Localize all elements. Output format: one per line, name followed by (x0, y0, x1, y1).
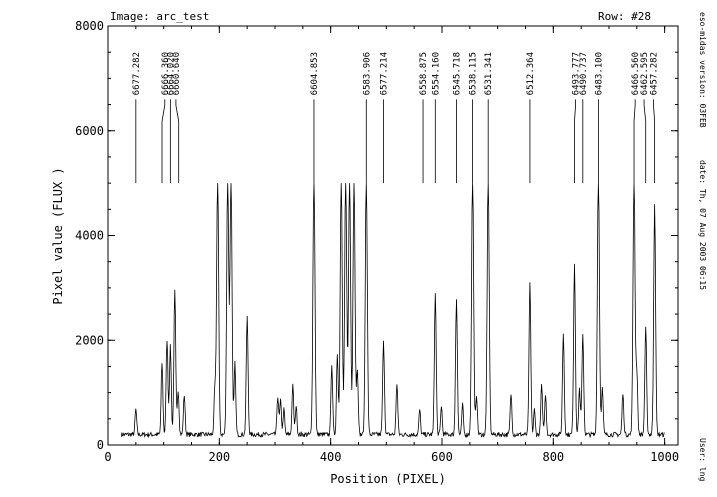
line-id-marker (653, 99, 656, 184)
line-id-label: 6466.560 (631, 52, 641, 95)
user-label: User: lng (698, 438, 707, 482)
line-id-label: 6493.777 (572, 52, 582, 95)
line-id-label: 6664.020 (166, 52, 176, 95)
spectrum-trace (121, 183, 665, 439)
spectrum-line (121, 183, 665, 439)
line-id-marker (175, 99, 180, 184)
line-id-label: 6660.640 (172, 52, 182, 95)
x-tick-label: 1000 (650, 450, 679, 464)
line-id-label: 6558.875 (419, 52, 429, 95)
line-id-label: 6462.595 (640, 52, 650, 95)
line-id-label: 6545.718 (452, 52, 462, 95)
plot-frame (107, 25, 679, 446)
x-tick-label: 0 (104, 450, 111, 464)
line-id-marker (643, 99, 647, 184)
line-id-label: 6538.115 (469, 52, 479, 95)
row-header: Row: #28 (598, 10, 651, 23)
line-id-marker (633, 99, 636, 184)
x-tick-label: 800 (542, 450, 564, 464)
line-id-label: 6677.282 (132, 52, 142, 95)
x-tick-label: 200 (208, 450, 230, 464)
y-tick-label: 6000 (75, 124, 104, 138)
line-id-label: 6666.360 (161, 52, 171, 95)
line-id-label: 6512.364 (526, 52, 536, 95)
line-id-label: 6457.282 (650, 52, 660, 95)
line-id-marker (161, 99, 166, 184)
axes: 0 200 400 600 800 1000 0 2000 4000 6000 8000 (75, 19, 679, 464)
y-axis-label: Pixel value (FLUX ) (51, 167, 65, 304)
y-tick-label: 0 (97, 438, 104, 452)
date-label: date: Th, 07 Aug 2003 06:15 (698, 160, 707, 290)
line-id-label: 6577.214 (380, 52, 390, 95)
y-tick-label: 8000 (75, 19, 104, 33)
x-tick-label: 400 (320, 450, 342, 464)
x-tick-label: 600 (431, 450, 453, 464)
x-axis-label: Position (PIXEL) (330, 472, 446, 486)
line-id-label: 6604.853 (310, 52, 320, 95)
line-id-label: 6490.737 (579, 52, 589, 95)
line-id-label: 6483.100 (594, 52, 604, 95)
line-id-marker (574, 99, 576, 184)
image-name-header: Image: arc_test (110, 10, 209, 23)
y-tick-label: 4000 (75, 229, 104, 243)
line-id-label: 6583.906 (362, 52, 372, 95)
y-tick-label: 2000 (75, 333, 104, 347)
line-id-label: 6554.160 (431, 52, 441, 95)
midas-version-label: eso-midas version: 03FEB (698, 12, 707, 128)
line-id-label: 6531.341 (484, 52, 494, 95)
